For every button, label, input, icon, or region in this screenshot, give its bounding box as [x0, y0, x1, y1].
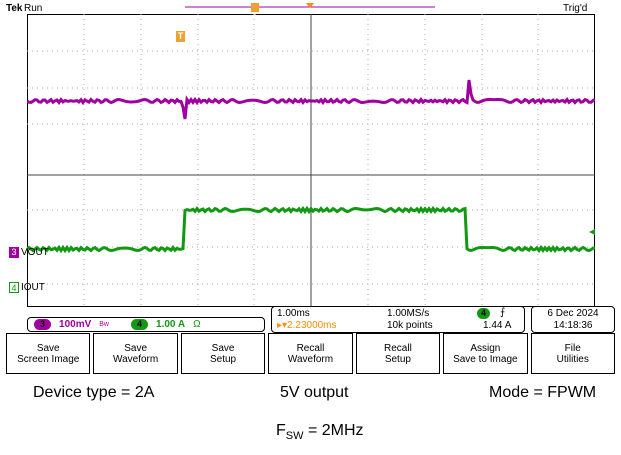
record-position-bar — [185, 3, 435, 12]
ch4-scale-badge: 4 — [131, 319, 149, 330]
switching-frequency-caption: FSW = 2MHz — [276, 422, 364, 443]
ch3-label[interactable]: 3 VOUT — [9, 247, 49, 258]
trigger-point-marker: T — [176, 31, 185, 42]
top-status-bar: Tek Run Trig'd — [0, 0, 621, 16]
ch3-waveform — [27, 79, 595, 120]
file-utilities-button[interactable]: File Utilities — [530, 333, 615, 374]
bottom-menu: Save Screen Image Save Waveform Save Setup … — [6, 333, 615, 374]
ch4-label[interactable]: 4 IOUT — [9, 282, 45, 293]
timebase-value: 1.00ms — [277, 308, 310, 319]
assign-save-to-image-button[interactable]: Assign Save to Image — [443, 333, 528, 374]
mode-caption: Mode = FPWM — [489, 384, 597, 401]
sample-rate-value: 1.00MS/s — [387, 308, 430, 319]
trigger-status: Trig'd — [563, 3, 588, 14]
ch4-number-badge: 4 — [9, 282, 19, 293]
save-screen-image-button[interactable]: Save Screen Image — [6, 333, 91, 374]
date-time-readout: 6 Dec 2024 14:18:36 — [531, 306, 615, 333]
ch4-name: IOUT — [21, 282, 45, 293]
output-voltage-caption: 5V output — [280, 384, 349, 401]
date-value: 6 Dec 2024 — [547, 308, 599, 319]
ch4-waveform — [27, 205, 595, 254]
timebase-readout: 1.00ms 1.00MS/s 4 ⨍ ▸▾2.23000ms 10k poin… — [271, 306, 525, 333]
trigger-level-arrow — [589, 229, 595, 235]
time-value: 14:18:36 — [553, 320, 593, 331]
save-setup-button[interactable]: Save Setup — [180, 333, 266, 374]
trigger-position-value: ▸▾2.23000ms — [277, 320, 337, 331]
save-waveform-button[interactable]: Save Waveform — [93, 333, 178, 374]
trigger-slope-icon: ⨍ — [500, 307, 506, 318]
ch3-number-badge: 3 — [9, 247, 19, 258]
record-window-label: T — [252, 12, 258, 19]
record-length-value: 10k points — [387, 320, 433, 331]
trigger-position-arrow — [306, 3, 314, 8]
recall-setup-button[interactable]: Recall Setup — [355, 333, 441, 374]
record-window-marker — [251, 3, 259, 12]
acquisition-status: Run — [24, 3, 43, 14]
oscilloscope-screen: Tek Run Trig'd T T 3 VOUT 4 IOUT — [0, 0, 621, 374]
recall-waveform-button[interactable]: Recall Waveform — [268, 333, 353, 374]
ch4-scale-value: 1.00 A — [156, 319, 186, 330]
ch3-scale-value: 100mV — [59, 319, 92, 330]
brand-logo: Tek — [6, 3, 23, 14]
channel-scale-readout: 3 100mV Bw 4 1.00 A Ω — [27, 317, 265, 332]
trigger-source-badge: 4 — [477, 308, 491, 319]
device-type-caption: Device type = 2A — [33, 384, 155, 401]
trigger-level-value: 1.44 A — [483, 320, 512, 331]
ch3-scale-badge: 3 — [34, 319, 52, 330]
waveform-display — [27, 14, 595, 307]
ch3-name: VOUT — [21, 247, 49, 258]
bandwidth-limit-icon: Bw — [99, 321, 109, 328]
ch4-unit-icon: Ω — [193, 319, 201, 330]
